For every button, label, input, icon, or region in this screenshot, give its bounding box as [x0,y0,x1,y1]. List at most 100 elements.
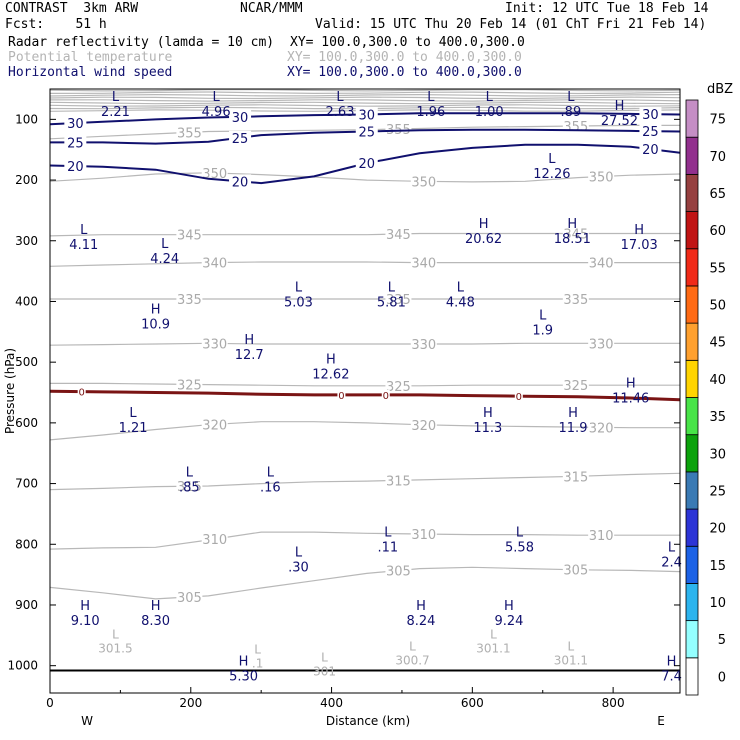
isentrope-label: 325 [386,380,411,395]
isentrope-label: 330 [202,337,227,352]
wind-contour-label: 30 [232,111,249,126]
extremum-value: 1.9 [532,324,553,339]
y-tick-label: 100 [15,112,38,126]
isentrope-label-bg [176,589,203,603]
extremum-H-marker: H [244,333,254,348]
isentrope-label-bg [588,420,615,434]
isentrope-label-bg [385,226,412,240]
extremum-L-marker: L [295,545,303,560]
colorbar-level-label: 35 [709,410,726,425]
extremum-value: .16 [260,480,281,495]
theta-extremum-marker: L [409,640,416,654]
freezing-level-layer: 0 0 0 0 [49,386,681,672]
extremum-value: 9.24 [494,614,523,629]
upper-isentrope-line [49,104,681,107]
isentrope-label: 305 [563,564,588,579]
extremum-H-marker: H [626,377,636,392]
isentrope-label: 315 [563,470,588,485]
theta-extremum-value: 301.5 [98,641,132,655]
isentrope-label-bg [588,169,615,183]
extremum-L-marker: L [186,465,194,480]
colorbar-level-label: 20 [709,522,726,537]
colorbar-level-label: 50 [709,299,726,314]
extremum-value: 5.03 [284,296,313,311]
isentrope-label: 305 [386,565,411,580]
isentrope-label-bg [176,227,203,241]
freezing-label-bg [514,391,523,402]
theta-extremum-marker: L [254,643,261,657]
extremum-value: 2.21 [101,105,130,120]
y-tick-label: 800 [15,537,38,551]
theta-extremum-value: 300.7 [395,654,429,668]
field-name-wind: Horizontal wind speed [8,65,173,80]
forecast-hour: Fcst: 51 h [5,17,107,32]
extremum-value: 1.96 [416,105,445,120]
extremum-value: 4.24 [150,252,179,267]
colorbar-level-label: 45 [709,336,726,351]
isentrope-label-bg [588,255,615,269]
extremum-value: 2.63 [326,105,355,120]
isentrope-label: 330 [411,338,436,353]
extremum-H-marker: H [80,599,90,614]
isentrope-label: 355 [177,126,202,141]
wind-label-bg [639,124,662,139]
extremum-value: .30 [288,560,309,575]
theta-extremum-marker: L [112,627,119,641]
extremum-H-marker: H [326,352,336,367]
colorbar-level-label: 30 [709,447,726,462]
extremum-value: 11.46 [612,392,649,407]
x-tick-label: 200 [179,696,202,710]
isentrope-label-bg [201,165,228,179]
wind-speed-layer: 20 20 20 20 25 25 25 25 30 30 30 30 [49,107,681,190]
direction-west: W [81,714,93,728]
wind-label-bg [229,130,252,145]
colorbar-swatch [685,211,699,250]
isentrope-label-bg [562,469,589,483]
isentrope-label: 335 [386,293,411,308]
isentrope-label: 315 [177,480,202,495]
extremum-value: 27.52 [601,114,638,129]
wind-label-bg [229,174,252,189]
extremum-H-marker: H [634,223,644,238]
extremum-L-marker: L [336,90,344,105]
extremum-H-marker: H [615,99,625,114]
extremum-value: 2.4 [661,556,682,571]
isentrope-label: 340 [411,257,436,272]
isentrope-320 [49,421,680,441]
freezing-level-label: 0 [78,388,84,399]
colorbar-swatch [685,359,699,398]
freezing-level-label: 0 [338,391,344,402]
extremum-L-marker: L [388,281,396,296]
isentrope-label: 330 [589,337,614,352]
extremum-H-marker: H [568,406,578,421]
theta-extremum-value: 301 [313,664,336,678]
extremum-value: 11.9 [559,421,588,436]
colorbar-swatch [685,285,699,324]
colorbar-level-label: 55 [709,261,726,276]
wind-contour-label: 25 [358,125,375,140]
isentrope-label-bg [385,292,412,306]
extremum-H-marker: H [667,655,677,670]
extremum-L-marker: L [212,90,220,105]
upper-isentrope-line [49,93,681,97]
isentrope-layer: 305 305 305 310 310 310 315 315 315 320 320 320 325 3… [49,88,681,606]
upper-isentrope-line [49,91,681,95]
direction-east: E [657,714,665,728]
colorbar-level-label: 75 [709,113,726,128]
theta-extremum-value: 301.1 [476,641,510,655]
isentrope-label: 320 [589,421,614,436]
isentrope-label-bg [562,378,589,392]
colorbar-level-label: 10 [709,596,726,611]
extremum-H-marker: H [239,655,249,670]
y-tick-label: 400 [15,294,38,308]
extremum-L-marker: L [457,281,465,296]
isentrope-label-bg [201,255,228,269]
wind-label-bg [229,109,252,124]
colorbar-swatch [685,99,699,138]
extremum-value: 8.30 [141,614,170,629]
theta-extremum-value: .1 [252,657,263,671]
isentrope-label: 335 [563,293,588,308]
isentrope-label-bg [410,527,437,541]
extremum-H-marker: H [151,303,161,318]
